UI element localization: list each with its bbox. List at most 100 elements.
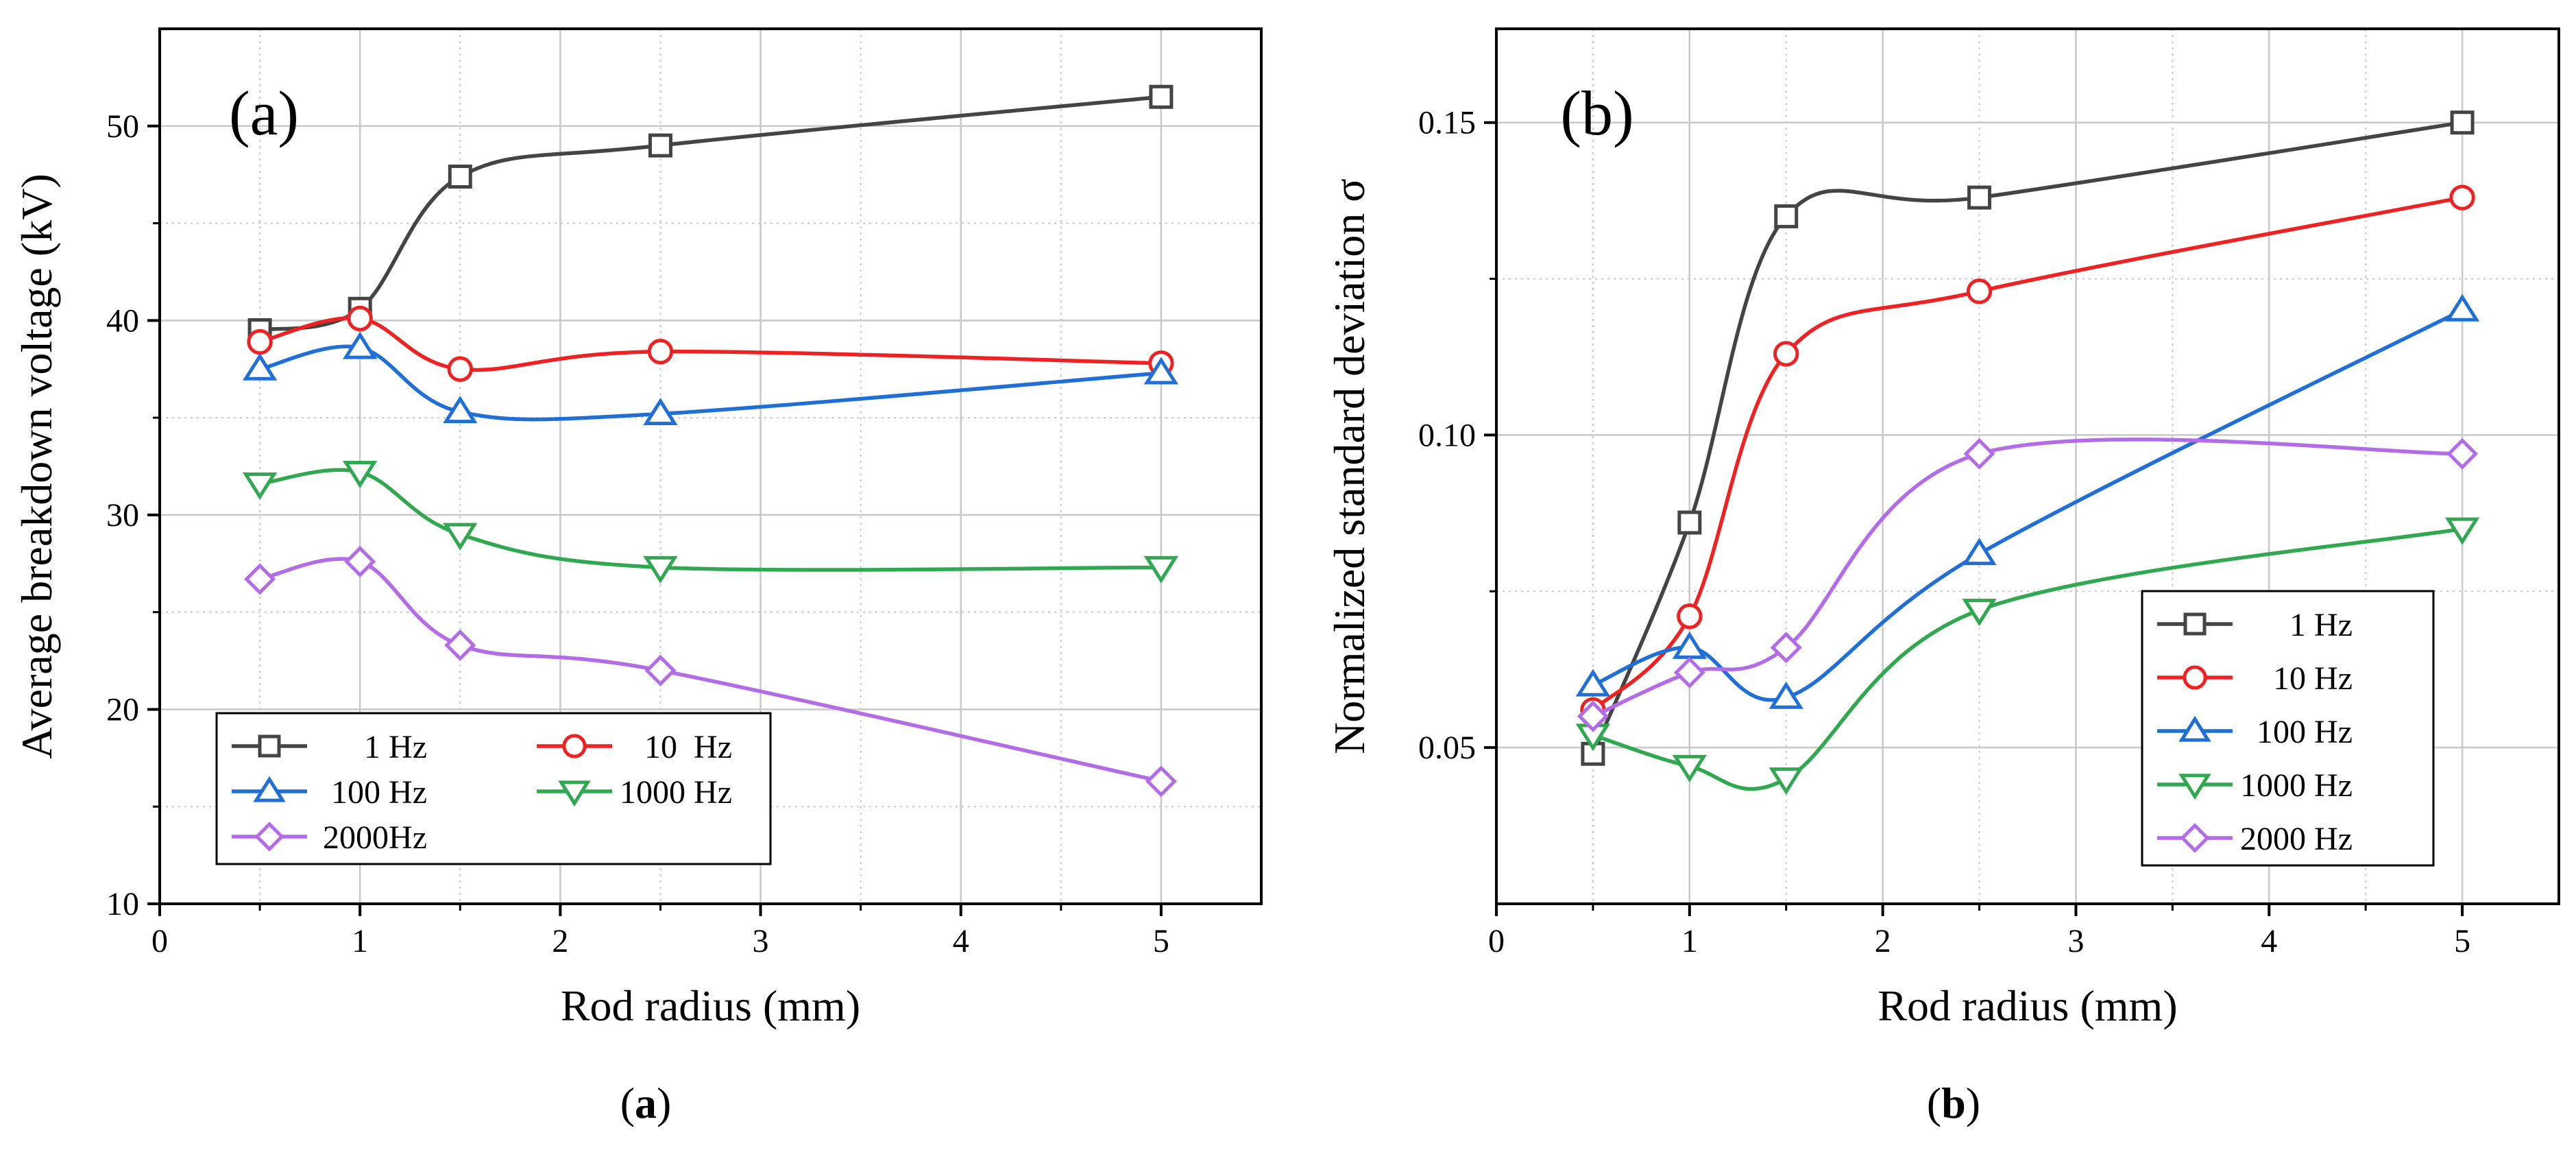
x-tick-label: 1: [1681, 923, 1698, 959]
legend-item-1-hz: 1 Hz: [232, 729, 427, 765]
caption-paren: (: [620, 1079, 635, 1127]
caption-paren: ): [657, 1079, 671, 1127]
data-point-1-hz: [1967, 185, 1992, 210]
legend-item-10-hz: 10 Hz: [537, 729, 732, 765]
data-point-100-hz: [1962, 538, 1997, 566]
data-point-2000-hz: [244, 563, 276, 595]
data-point-2000-hz: [1770, 632, 1802, 664]
legend: 1 Hz 10 Hz 100 Hz 1000 Hz 2000 Hz: [2141, 590, 2435, 867]
caption-paren: (: [1927, 1079, 1941, 1127]
legend-label: 2000Hz: [323, 819, 427, 856]
data-point-100-hz: [2444, 294, 2480, 322]
legend-marker: [2178, 774, 2211, 800]
data-point-10-hz: [1677, 603, 1703, 630]
legend-item-100-hz: 100 Hz: [232, 774, 427, 811]
y-tick-label: 0.05: [1418, 730, 1476, 766]
legend-item-10-hz: 10 Hz: [2157, 660, 2353, 697]
legend-marker: [254, 822, 284, 852]
data-point-100-hz: [643, 397, 678, 426]
data-point-100-hz: [1575, 669, 1611, 697]
x-tick-label: 0: [151, 923, 168, 959]
series-group: [1575, 110, 2480, 795]
data-point-1-hz: [1149, 84, 1174, 109]
x-axis-label: Rod radius (mm): [1878, 981, 2177, 1030]
series-1000-hz: [242, 460, 1179, 584]
data-point-1-hz: [448, 165, 472, 189]
series-1-hz: [247, 84, 1174, 343]
panel-label: (a): [229, 78, 299, 148]
x-tick-label: 2: [1875, 923, 1891, 959]
legend-marker: [253, 776, 286, 802]
series-line-100-hz: [259, 344, 1162, 422]
legend-label: 100 Hz: [2257, 714, 2353, 750]
legend-label: 1000 Hz: [2240, 767, 2353, 804]
data-point-1000-hz: [343, 460, 378, 488]
x-tick-label: 2: [552, 923, 568, 959]
caption-letter: b: [1941, 1079, 1966, 1127]
ticks: 0 1 2 3 4 5 10 20 30 40 50: [106, 108, 1169, 959]
data-point-10-hz: [347, 305, 373, 332]
x-tick-label: 1: [352, 923, 368, 959]
legend-marker: [2178, 715, 2211, 742]
series-2000-hz: [1577, 438, 2479, 732]
y-tick-label: 0.10: [1418, 417, 1476, 453]
x-tick-label: 4: [2261, 923, 2277, 959]
legend-marker: [2180, 823, 2210, 853]
data-point-2000-hz: [344, 545, 376, 577]
legend-marker: [2183, 665, 2207, 690]
panel-caption: (a): [620, 1079, 672, 1127]
data-point-10-hz: [1966, 278, 1993, 304]
y-axis-label: Average breakdown voltage (kV): [12, 173, 61, 759]
data-point-10-hz: [447, 356, 473, 382]
data-point-2000-hz: [1145, 765, 1177, 798]
data-point-100-hz: [1143, 357, 1179, 385]
panel-label: (b): [1560, 78, 1633, 148]
legend-label: 1000 Hz: [620, 774, 732, 811]
y-tick-label: 40: [106, 302, 139, 339]
series-10-hz: [247, 305, 1174, 382]
data-point-100-hz: [1769, 681, 1803, 709]
plot-frame: [1495, 27, 2560, 905]
series-100-hz: [1575, 294, 2480, 709]
y-tick-label: 0.15: [1418, 105, 1476, 141]
data-point-2000-hz: [1963, 438, 1995, 470]
legend: 1 Hz 10 Hz 100 Hz 1000 Hz 2000Hz: [215, 712, 772, 865]
data-point-2000-hz: [1577, 700, 1609, 732]
y-axis-label: Normalized standard deviation σ: [1325, 178, 1374, 754]
y-tick-label: 30: [106, 497, 139, 534]
series-line-1-hz: [259, 95, 1162, 333]
legend-label: 100 Hz: [331, 774, 427, 811]
legend-marker: [558, 780, 591, 807]
series-1-hz: [1581, 110, 2475, 766]
data-point-1000-hz: [1769, 767, 1803, 795]
data-point-2000-hz: [644, 654, 677, 686]
data-point-10-hz: [647, 339, 674, 365]
legend-item-1-hz: 1 Hz: [2157, 607, 2353, 643]
x-axis-label: Rod radius (mm): [561, 981, 860, 1030]
data-point-1000-hz: [242, 472, 278, 500]
series-line-10-hz: [1591, 195, 2463, 712]
caption-paren: ): [1966, 1079, 1980, 1127]
data-point-1000-hz: [2444, 517, 2480, 545]
data-point-10-hz: [247, 328, 273, 355]
legend-marker: [258, 734, 281, 758]
data-point-1-hz: [2450, 110, 2475, 135]
x-tick-label: 3: [753, 923, 769, 959]
data-point-1-hz: [1677, 510, 1702, 535]
data-point-10-hz: [1773, 341, 1799, 367]
data-point-2000-hz: [1673, 656, 1705, 688]
data-point-1000-hz: [1962, 599, 1997, 627]
legend-label: 10 Hz: [2273, 660, 2353, 697]
chart-panel-b: 0 1 2 3 4 5 0.05 0.10 0.15 Rod radius (mm) Normali…: [1325, 27, 2560, 1030]
ticks: 0 1 2 3 4 5 0.05 0.10 0.15: [1418, 105, 2470, 959]
data-point-1-hz: [1774, 204, 1799, 228]
series-100-hz: [242, 331, 1179, 426]
x-tick-label: 5: [2454, 923, 2470, 959]
legend-label: 1 Hz: [2289, 607, 2353, 643]
legend-label: 2000 Hz: [2240, 821, 2353, 857]
data-point-1000-hz: [1143, 555, 1179, 584]
data-point-1000-hz: [643, 555, 678, 584]
data-point-100-hz: [242, 352, 278, 381]
caption-letter: a: [635, 1079, 657, 1127]
x-tick-label: 4: [953, 923, 969, 959]
